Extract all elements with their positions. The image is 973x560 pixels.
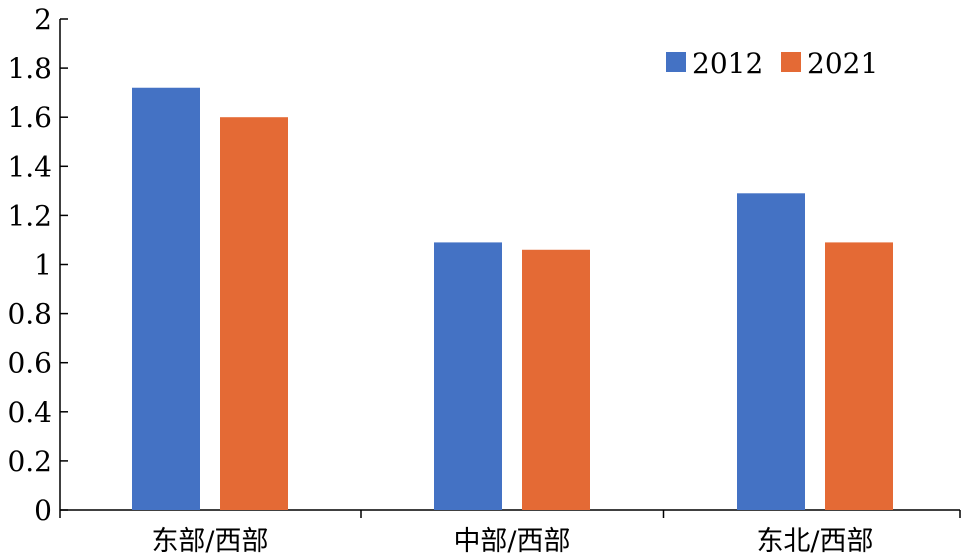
- y-tick-label: 0.4: [7, 396, 52, 429]
- x-tick-label: 东部/西部: [151, 526, 268, 557]
- y-tick-label: 1.6: [7, 101, 52, 134]
- y-tick-label: 0.8: [7, 298, 52, 331]
- y-tick-label: 0.2: [7, 445, 52, 478]
- x-axis: 东部/西部 中部/西部 东北/西部: [59, 509, 961, 557]
- bar-2021-1: [220, 117, 288, 510]
- bar-2021-2: [522, 249, 590, 510]
- y-tick-label: 2: [34, 3, 52, 36]
- bars: [132, 87, 893, 511]
- bar-2021-3: [825, 242, 893, 510]
- x-tick-label: 东北/西部: [756, 526, 873, 557]
- y-tick-label: 0: [34, 494, 52, 527]
- y-axis: 0 0.2 0.4 0.6 0.8 1 1.2 1.4 1.6 1.8 2: [7, 3, 68, 527]
- bar-2012-3: [737, 193, 805, 510]
- legend-swatch: [666, 52, 686, 72]
- y-tick-label: 1.8: [7, 52, 52, 85]
- legend-swatch: [781, 52, 801, 72]
- legend-label: 2021: [807, 47, 878, 80]
- y-tick-label: 1.4: [7, 150, 52, 183]
- y-tick-label: 1: [34, 249, 52, 282]
- x-tick-label: 中部/西部: [453, 526, 570, 557]
- bar-2012-2: [434, 242, 502, 510]
- y-tick-label: 0.6: [7, 347, 52, 380]
- y-tick-label: 1.2: [7, 199, 52, 232]
- legend-label: 2012: [692, 47, 763, 80]
- legend: 2012 2021: [666, 47, 878, 80]
- bar-2012-1: [132, 87, 200, 511]
